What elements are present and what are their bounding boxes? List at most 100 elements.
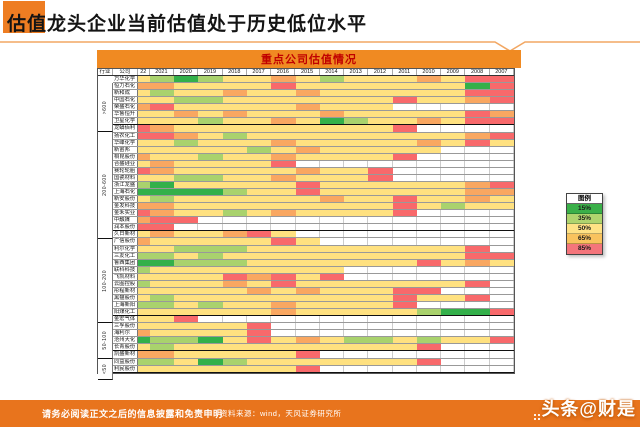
heat-cell	[465, 344, 490, 351]
heat-cell	[295, 294, 320, 301]
heat-cell	[392, 153, 417, 160]
heat-cell	[271, 125, 296, 132]
heat-cell	[392, 358, 417, 365]
heat-cell	[489, 217, 515, 224]
heat-cell	[174, 238, 199, 245]
heat-cell	[489, 351, 515, 358]
heat-cell	[392, 238, 417, 245]
heat-cell	[489, 189, 515, 196]
heat-cell	[319, 302, 345, 309]
heat-cell	[198, 181, 223, 188]
heat-cell	[465, 111, 490, 118]
heat-cell	[295, 224, 320, 231]
heat-cell	[271, 224, 296, 231]
heat-cell	[222, 125, 247, 132]
heat-cell	[416, 280, 442, 287]
heat-cell	[198, 280, 223, 287]
heat-cell	[198, 196, 223, 203]
heat-cell	[392, 174, 417, 181]
company-cell: 沧州大化	[113, 337, 138, 344]
heat-cell	[489, 316, 515, 323]
company-cell: 飞凯材料	[113, 273, 138, 280]
heat-cell	[441, 365, 466, 372]
heat-cell	[441, 167, 466, 174]
table-row: 荣盛石化	[113, 104, 515, 112]
header-year-cell: 2018	[223, 69, 247, 75]
legend-row: 15%	[567, 204, 602, 214]
heat-cell	[465, 365, 490, 372]
heat-cell	[344, 76, 369, 83]
company-cell: 中国石化	[113, 97, 138, 104]
heat-cell	[465, 309, 490, 316]
panel-title: 重点公司估值情况	[261, 54, 357, 66]
heat-cell	[137, 330, 150, 337]
header-year-cell: 2016	[271, 69, 296, 75]
heat-cell	[295, 245, 320, 252]
heat-cell	[174, 287, 199, 294]
heat-cell	[246, 167, 272, 174]
heat-cell	[149, 294, 175, 301]
heat-cell	[222, 210, 247, 217]
company-cell: 龙蟒佰利	[113, 125, 138, 132]
heat-cell	[344, 97, 369, 104]
table-row: 久日新材	[113, 231, 515, 239]
heat-cell	[198, 238, 223, 245]
heat-cell	[174, 294, 199, 301]
heat-cell	[222, 252, 247, 259]
heat-cell	[344, 351, 369, 358]
heat-cell	[246, 316, 272, 323]
heat-cell	[137, 132, 150, 139]
heat-cell	[465, 245, 490, 252]
header-year-cell: 2013	[344, 69, 369, 75]
heat-cell	[222, 203, 247, 210]
heat-cell	[222, 76, 247, 83]
heat-cell	[344, 132, 369, 139]
heat-cell	[344, 83, 369, 90]
heat-cell	[441, 358, 466, 365]
company-cell: 久日新材	[113, 231, 138, 238]
company-cell: 联科科技	[113, 266, 138, 273]
watermark: 头条@财是	[541, 399, 636, 419]
heat-cell	[174, 139, 199, 146]
heat-cell	[319, 160, 345, 167]
heat-cell	[416, 174, 442, 181]
heat-cell	[149, 252, 175, 259]
heat-cell	[271, 273, 296, 280]
heat-cell	[319, 273, 345, 280]
heat-cell	[392, 167, 417, 174]
heat-cell	[246, 189, 272, 196]
heat-cell	[137, 224, 150, 231]
heat-cell	[319, 238, 345, 245]
heat-cell	[392, 146, 417, 153]
heat-cell	[246, 330, 272, 337]
header-year-cell: 2008	[465, 69, 490, 75]
heat-cell	[319, 224, 345, 231]
heat-cell	[368, 217, 393, 224]
heat-cell	[441, 302, 466, 309]
heat-cell	[174, 189, 199, 196]
heat-cell	[344, 125, 369, 132]
heat-cell	[392, 203, 417, 210]
heat-cell	[319, 231, 345, 238]
heat-cell	[271, 160, 296, 167]
heat-cell	[295, 90, 320, 97]
heat-cell	[465, 189, 490, 196]
heat-cell	[465, 139, 490, 146]
heat-cell	[198, 167, 223, 174]
table-row: 黑猫股份	[113, 294, 515, 302]
heat-cell	[489, 125, 515, 132]
heat-cell	[368, 189, 393, 196]
heat-cell	[344, 280, 369, 287]
heat-cell	[416, 302, 442, 309]
heat-cell	[441, 160, 466, 167]
heat-cell	[368, 287, 393, 294]
heat-cell	[368, 83, 393, 90]
heat-cell	[295, 111, 320, 118]
heat-cell	[416, 217, 442, 224]
heat-cell	[174, 358, 199, 365]
heat-cell	[344, 153, 369, 160]
heat-cell	[295, 174, 320, 181]
heat-cell	[271, 104, 296, 111]
table-row: 万华化学	[113, 76, 515, 84]
header-year-cell: 2020	[174, 69, 199, 75]
